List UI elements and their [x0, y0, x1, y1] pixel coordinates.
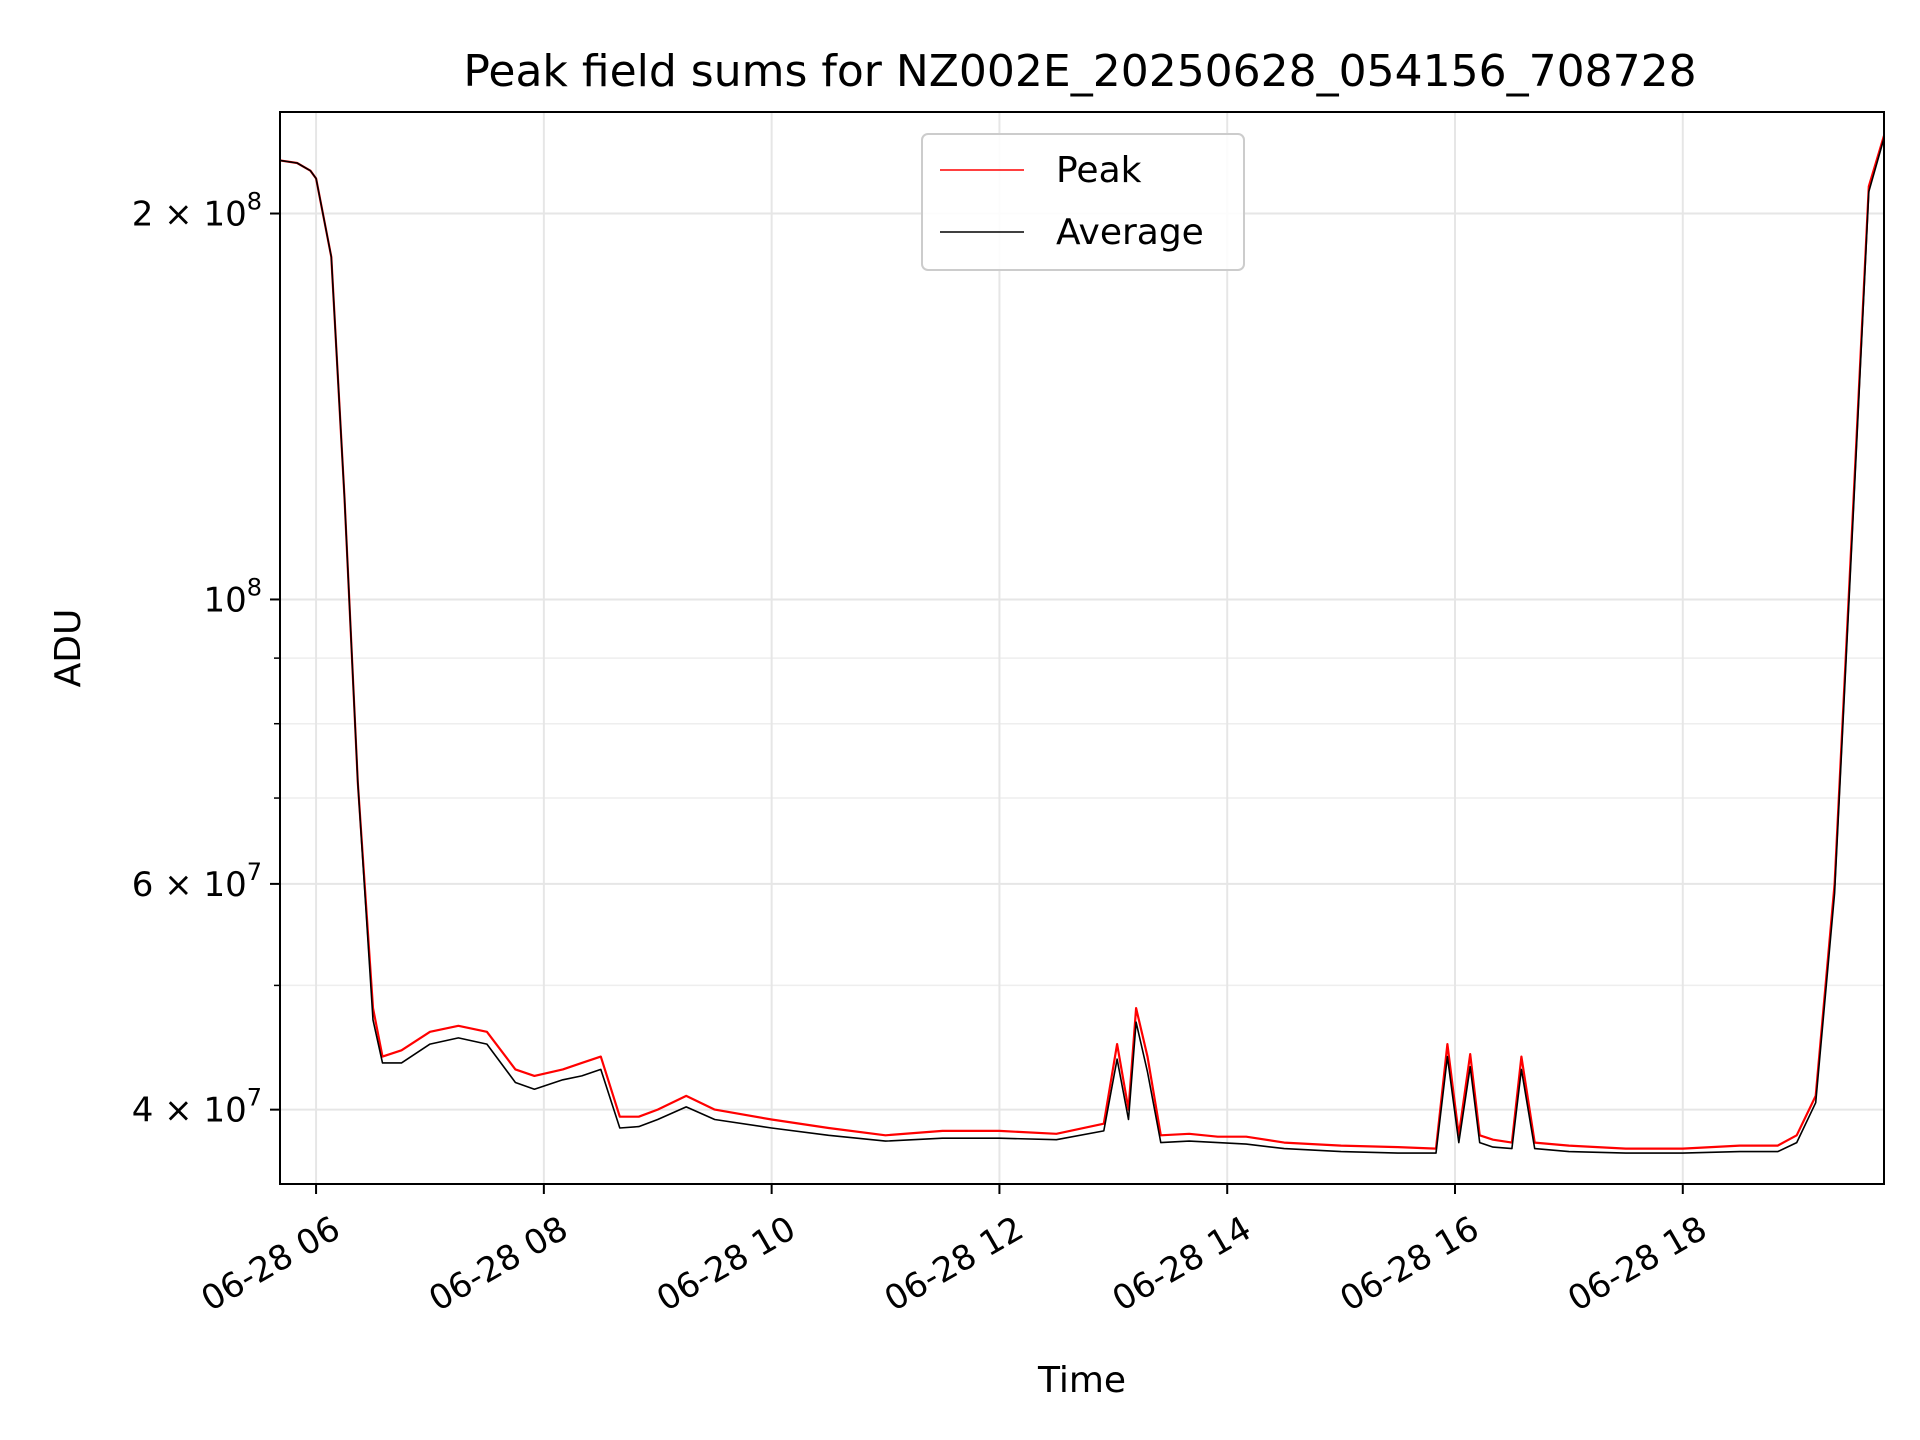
grid-lines: [280, 112, 1884, 1184]
x-axis-label: Time: [1037, 1360, 1126, 1401]
y-tick-mantissa: 2 ×: [132, 195, 204, 235]
y-tick-label: 108: [203, 573, 262, 620]
y-tick-exponent: 8: [247, 188, 262, 216]
y-tick-mantissa: 6 ×: [132, 865, 204, 905]
legend: Peak Average: [921, 133, 1245, 271]
y-tick-base: 10: [203, 865, 246, 905]
legend-box: [921, 133, 1245, 271]
y-tick-exponent: 8: [247, 573, 262, 601]
series-line-average: [279, 137, 1885, 1154]
y-tick-mantissa: 4 ×: [132, 1091, 204, 1131]
plot-series: [279, 135, 1886, 1154]
y-tick-base: 10: [203, 195, 246, 235]
y-tick-base: 10: [203, 580, 246, 620]
y-tick-label: 2 × 108: [132, 188, 262, 235]
y-tick-exponent: 7: [247, 1084, 262, 1112]
y-tick-label: 4 × 107: [132, 1084, 262, 1131]
legend-average-label: Average: [1056, 212, 1204, 253]
y-tick-label: 6 × 107: [132, 858, 262, 905]
legend-peak-label: Peak: [1056, 150, 1142, 191]
y-tick-base: 10: [203, 1091, 246, 1131]
plot-frame: [279, 111, 1885, 1185]
chart-title: Peak field sums for NZ002E_20250628_0541…: [463, 46, 1696, 97]
y-tick-exponent: 7: [247, 858, 262, 886]
y-axis-label: ADU: [48, 609, 89, 688]
series-line-peak: [279, 135, 1886, 1150]
